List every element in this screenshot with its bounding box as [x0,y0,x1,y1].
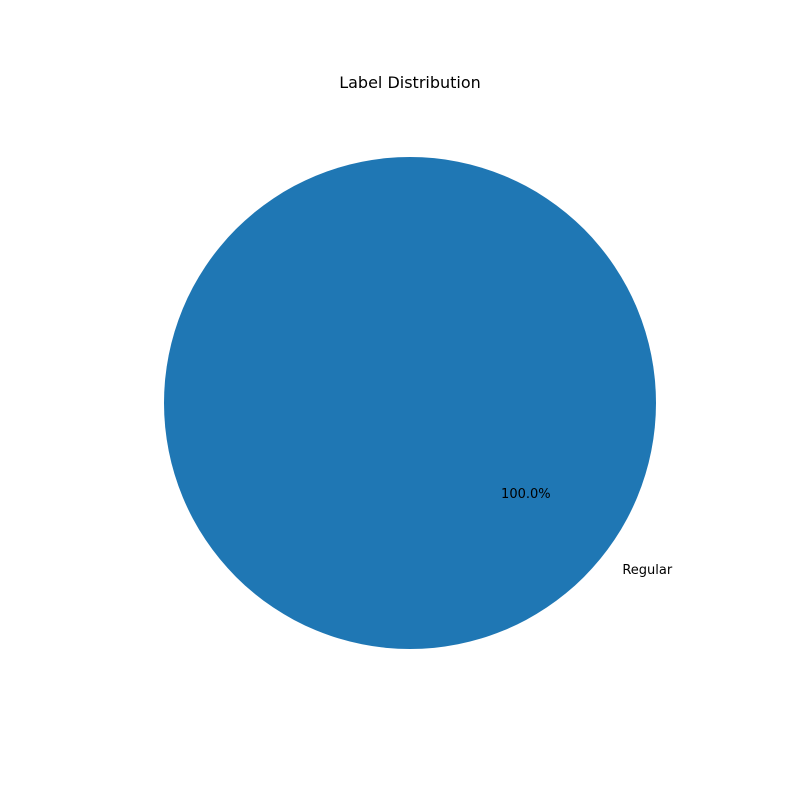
slice-percent-label: 100.0% [501,487,551,502]
pie-slice-regular [164,157,656,649]
pie-labels: Regular 100.0% [501,487,673,578]
chart-title: Label Distribution [339,73,481,92]
pie-slices [164,157,656,649]
slice-label: Regular [622,563,673,578]
